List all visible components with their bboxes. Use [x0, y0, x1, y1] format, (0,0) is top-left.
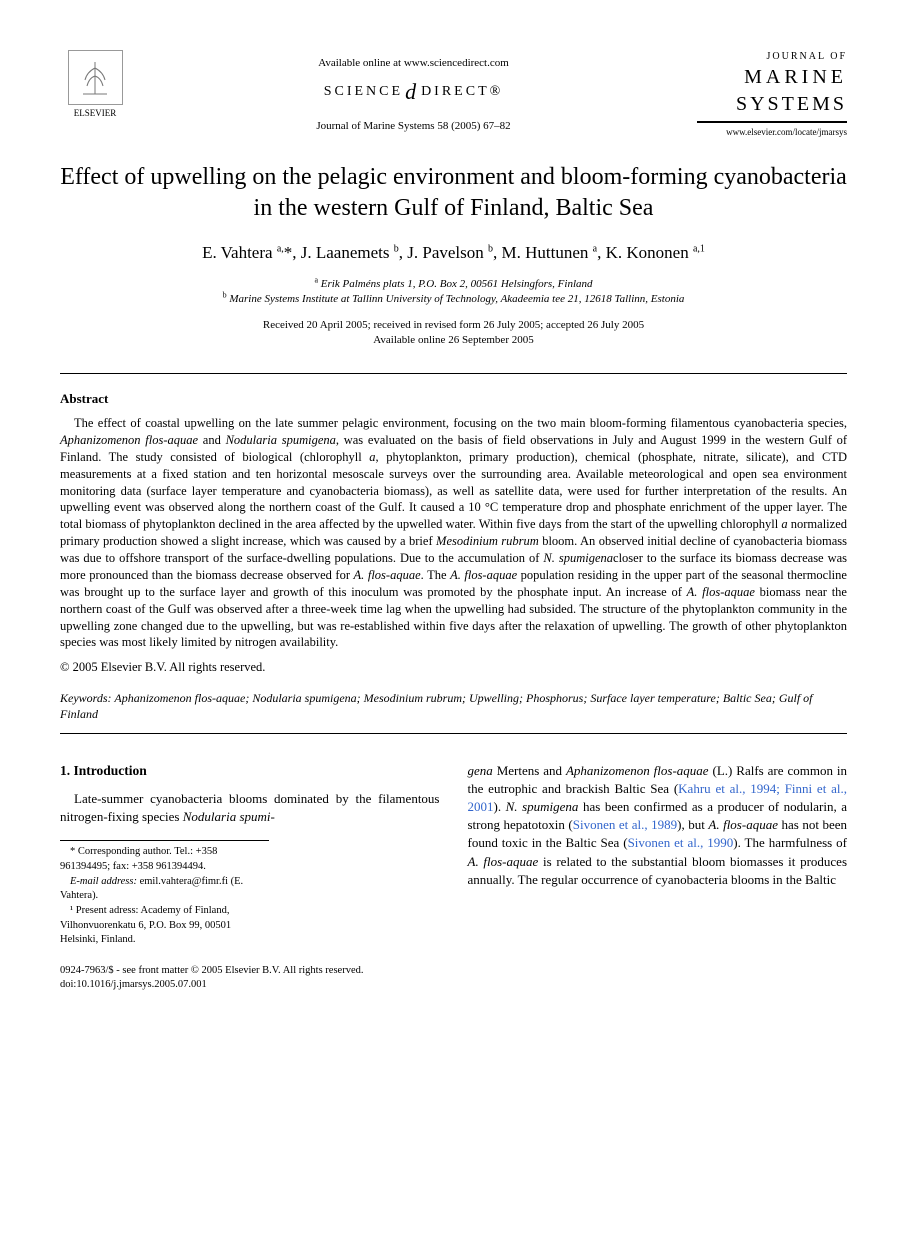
- article-dates: Received 20 April 2005; received in revi…: [60, 318, 847, 349]
- dates-online: Available online 26 September 2005: [60, 333, 847, 348]
- affiliation-a-text: Erik Palméns plats 1, P.O. Box 2, 00561 …: [321, 278, 593, 290]
- publisher-name: ELSEVIER: [60, 107, 130, 119]
- journal-logo-line1: JOURNAL OF: [697, 50, 847, 64]
- abstract-body: The effect of coastal upwelling on the l…: [60, 415, 847, 651]
- column-left: 1. Introduction Late-summer cyanobacteri…: [60, 762, 440, 948]
- available-online: Available online at www.sciencedirect.co…: [130, 56, 697, 71]
- journal-logo-rule: [697, 121, 847, 123]
- sd-at-icon: d: [405, 77, 419, 107]
- abstract-heading: Abstract: [60, 390, 847, 408]
- header-center: Available online at www.sciencedirect.co…: [130, 50, 697, 133]
- intro-col1: Late-summer cyanobacteria blooms dominat…: [60, 790, 440, 826]
- page-header: ELSEVIER Available online at www.science…: [60, 50, 847, 138]
- journal-url: www.elsevier.com/locate/jmarsys: [697, 126, 847, 138]
- journal-logo-line3: SYSTEMS: [697, 91, 847, 118]
- column-right: gena Mertens and Aphanizomenon flos-aqua…: [468, 762, 848, 948]
- affiliations: a Erik Palméns plats 1, P.O. Box 2, 0056…: [60, 277, 847, 308]
- affiliation-b-text: Marine Systems Institute at Tallinn Univ…: [229, 293, 684, 305]
- footer-issn: 0924-7963/$ - see front matter © 2005 El…: [60, 964, 847, 978]
- keywords-label: Keywords:: [60, 691, 112, 705]
- sciencedirect-logo: SCIENCEdDIRECT®: [130, 77, 697, 107]
- sd-left: SCIENCE: [324, 84, 403, 99]
- page-footer: 0924-7963/$ - see front matter © 2005 El…: [60, 964, 847, 991]
- journal-logo: JOURNAL OF MARINE SYSTEMS www.elsevier.c…: [697, 50, 847, 138]
- affiliation-b: b Marine Systems Institute at Tallinn Un…: [60, 292, 847, 307]
- affiliation-a: a Erik Palméns plats 1, P.O. Box 2, 0056…: [60, 277, 847, 292]
- intro-heading: 1. Introduction: [60, 762, 440, 780]
- footnote-corresponding: * Corresponding author. Tel.: +358 96139…: [60, 845, 269, 874]
- journal-reference: Journal of Marine Systems 58 (2005) 67–8…: [130, 119, 697, 134]
- email-label: E-mail address:: [70, 876, 137, 887]
- dates-received: Received 20 April 2005; received in revi…: [60, 318, 847, 333]
- footnotes: * Corresponding author. Tel.: +358 96139…: [60, 840, 269, 948]
- footnote-email: E-mail address: emil.vahtera@fimr.fi (E.…: [60, 875, 269, 904]
- rule-below-keywords: [60, 733, 847, 734]
- article-title: Effect of upwelling on the pelagic envir…: [60, 162, 847, 224]
- elsevier-tree-icon: [68, 50, 123, 105]
- publisher-logo: ELSEVIER: [60, 50, 130, 119]
- intro-col2: gena Mertens and Aphanizomenon flos-aqua…: [468, 762, 848, 889]
- keywords-text: Aphanizomenon flos-aquae; Nodularia spum…: [60, 691, 813, 721]
- rule-above-abstract: [60, 373, 847, 374]
- copyright: © 2005 Elsevier B.V. All rights reserved…: [60, 659, 847, 676]
- abstract-text: The effect of coastal upwelling on the l…: [60, 416, 847, 649]
- sd-right: DIRECT®: [421, 84, 503, 99]
- keywords: Keywords: Aphanizomenon flos-aquae; Nodu…: [60, 690, 847, 722]
- footer-doi: doi:10.1016/j.jmarsys.2005.07.001: [60, 978, 847, 992]
- journal-logo-line2: MARINE: [697, 64, 847, 91]
- authors: E. Vahtera a,*, J. Laanemets b, J. Pavel…: [60, 242, 847, 265]
- footnote-present-address: ¹ Present adress: Academy of Finland, Vi…: [60, 904, 269, 948]
- body-columns: 1. Introduction Late-summer cyanobacteri…: [60, 762, 847, 948]
